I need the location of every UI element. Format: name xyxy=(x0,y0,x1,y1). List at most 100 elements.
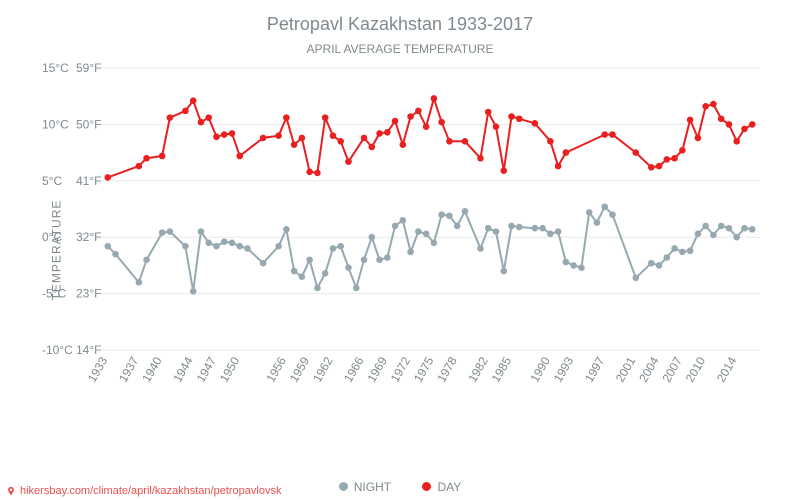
data-point xyxy=(664,254,671,261)
data-point xyxy=(143,256,150,263)
x-tick: 1985 xyxy=(489,354,515,384)
data-point xyxy=(112,251,119,258)
data-point xyxy=(368,234,375,241)
source-footer: hikersbay.com/climate/april/kazakhstan/p… xyxy=(6,485,281,497)
data-point xyxy=(322,114,329,121)
data-point xyxy=(733,234,740,241)
data-point xyxy=(407,113,414,120)
x-tick: 2007 xyxy=(659,354,685,384)
x-tick: 1950 xyxy=(217,354,243,384)
data-point xyxy=(136,279,143,286)
y-tick-f: 32°F xyxy=(76,230,101,244)
data-point xyxy=(415,228,422,235)
data-point xyxy=(749,226,756,233)
x-tick: 2010 xyxy=(683,354,709,384)
data-point xyxy=(493,123,500,130)
data-point xyxy=(532,225,539,232)
data-point xyxy=(547,138,554,145)
data-point xyxy=(656,262,663,269)
chart-subtitle: APRIL AVERAGE TEMPERATURE xyxy=(0,42,800,56)
y-tick-f: 59°F xyxy=(76,61,101,75)
data-point xyxy=(236,153,243,160)
chart-plot: -10°C14°F-5°C23°F0°C32°F5°C41°F10°C50°F1… xyxy=(100,60,770,410)
data-point xyxy=(283,114,290,121)
data-point xyxy=(500,167,507,174)
data-point xyxy=(384,129,391,136)
data-point xyxy=(368,144,375,151)
x-tick: 1990 xyxy=(527,354,553,384)
data-point xyxy=(749,121,756,128)
data-point xyxy=(710,232,717,239)
data-point xyxy=(609,131,616,138)
data-point xyxy=(353,285,360,292)
data-point xyxy=(733,138,740,145)
x-tick: 2004 xyxy=(636,354,662,384)
data-point xyxy=(229,130,236,137)
x-tick: 2001 xyxy=(613,354,639,384)
y-tick-c: 10°C xyxy=(42,117,69,131)
data-point xyxy=(407,249,414,256)
x-tick: 1944 xyxy=(170,354,196,384)
data-point xyxy=(446,212,453,219)
data-point xyxy=(609,211,616,218)
data-point xyxy=(563,149,570,156)
series-line xyxy=(108,207,752,292)
data-point xyxy=(213,134,220,141)
data-point xyxy=(190,288,197,295)
legend-label-day: DAY xyxy=(437,480,461,494)
data-point xyxy=(431,95,438,102)
legend-marker-night xyxy=(339,482,348,491)
data-point xyxy=(198,119,205,126)
data-point xyxy=(508,223,515,230)
x-tick: 1933 xyxy=(85,354,111,384)
data-point xyxy=(361,135,368,142)
data-point xyxy=(299,273,306,280)
data-point xyxy=(679,249,686,256)
data-point xyxy=(516,115,523,122)
data-point xyxy=(671,155,678,162)
data-point xyxy=(695,135,702,142)
data-point xyxy=(695,231,702,238)
y-tick-c: -5°C xyxy=(42,287,66,301)
data-point xyxy=(547,231,554,238)
x-tick: 1982 xyxy=(465,354,491,384)
data-point xyxy=(710,101,717,108)
y-tick-c: -10°C xyxy=(42,343,73,357)
data-point xyxy=(702,223,709,230)
data-point xyxy=(167,228,174,235)
data-point xyxy=(182,243,189,250)
data-point xyxy=(601,203,608,210)
data-point xyxy=(159,229,166,236)
data-point xyxy=(664,156,671,163)
data-point xyxy=(345,158,352,165)
data-point xyxy=(477,155,484,162)
data-point xyxy=(555,228,562,235)
data-point xyxy=(570,262,577,269)
y-tick-f: 50°F xyxy=(76,117,101,131)
data-point xyxy=(392,118,399,125)
data-point xyxy=(516,224,523,231)
series-line xyxy=(108,99,752,178)
data-point xyxy=(167,114,174,121)
x-tick: 1975 xyxy=(411,354,437,384)
data-point xyxy=(671,245,678,252)
data-point xyxy=(632,149,639,156)
y-tick-c: 0°C xyxy=(42,230,62,244)
data-point xyxy=(578,264,585,271)
data-point xyxy=(648,260,655,267)
data-point xyxy=(400,217,407,224)
data-point xyxy=(299,135,306,142)
data-point xyxy=(143,155,150,162)
data-point xyxy=(306,256,313,263)
data-point xyxy=(601,131,608,138)
x-tick: 1947 xyxy=(194,354,220,384)
legend-item-day: DAY xyxy=(422,480,461,494)
data-point xyxy=(337,138,344,145)
data-point xyxy=(462,208,469,215)
data-point xyxy=(159,153,166,160)
data-point xyxy=(236,243,243,250)
data-point xyxy=(493,228,500,235)
data-point xyxy=(221,131,228,138)
y-tick-c: 15°C xyxy=(42,61,69,75)
data-point xyxy=(345,264,352,271)
